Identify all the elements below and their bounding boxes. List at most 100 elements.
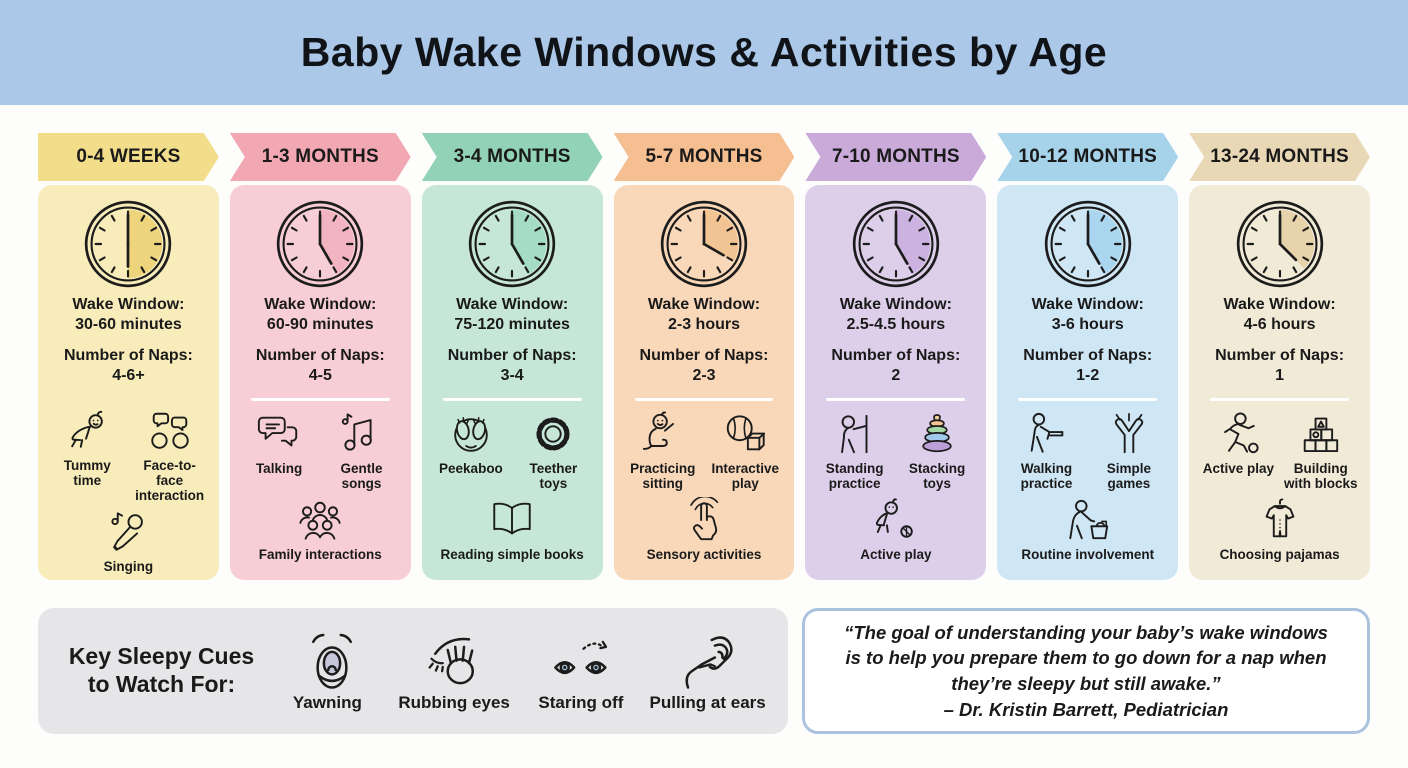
activity-label: Walking practice	[1020, 461, 1073, 492]
page-title: Baby Wake Windows & Activities by Age	[300, 29, 1108, 75]
activities: Talking Gentle songs Family interactions	[238, 405, 403, 562]
age-column-3-4-months: 3-4 MONTHS Wake Window: 75-120 minutes N…	[421, 133, 603, 580]
activity-label: Simple games	[1106, 461, 1152, 492]
clock-icon	[275, 199, 365, 289]
title-banner: Baby Wake Windows & Activities by Age	[0, 0, 1408, 105]
naps-stat: Number of Naps: 4-5	[256, 346, 385, 385]
wake-window-label: Wake Window:	[456, 296, 569, 313]
naps-stat: Number of Naps: 1-2	[1023, 346, 1152, 385]
activity-item: Routine involvement	[1005, 497, 1170, 562]
age-card: Wake Window: 30-60 minutes Number of Nap…	[38, 185, 219, 580]
sleepy-cues-box: Key Sleepy Cues to Watch For: Yawning Ru…	[38, 608, 788, 734]
activity-item: Stacking toys	[896, 411, 978, 491]
age-card: Wake Window: 60-90 minutes Number of Nap…	[229, 185, 411, 580]
stacking-rings-icon	[914, 411, 960, 457]
crawling-baby-icon	[64, 408, 110, 454]
age-columns: 0-4 WEEKS Wake Window: 30-60 minutes Num…	[38, 133, 1371, 580]
pajamas-icon	[1257, 497, 1303, 543]
activities: Active play Building with blocks Choosin…	[1197, 405, 1362, 562]
activity-item: Singing	[46, 509, 211, 574]
wake-window-value: 3-6 hours	[1051, 315, 1124, 333]
activity-label: Active play	[860, 547, 932, 563]
naps-stat: Number of Naps: 3-4	[448, 346, 577, 385]
activity-item: Gentle songs	[320, 411, 402, 491]
rubbing-eyes-icon	[424, 629, 484, 691]
activity-item: Sensory activities	[622, 497, 787, 562]
activity-label: Interactive play	[711, 461, 779, 492]
wake-window-stat: Wake Window: 3-6 hours	[1032, 295, 1144, 334]
activity-item: Choosing pajamas	[1197, 497, 1362, 562]
cue-label: Pulling at ears	[649, 693, 766, 712]
wake-window-value: 75-120 minutes	[454, 315, 570, 333]
wake-window-label: Wake Window:	[1223, 296, 1336, 313]
peekaboo-icon	[448, 411, 494, 457]
wake-window-label: Wake Window:	[839, 296, 952, 313]
cue-item: Pulling at ears	[649, 629, 766, 713]
naps-stat: Number of Naps: 2	[831, 346, 960, 385]
activity-item: Talking	[238, 411, 320, 491]
cue-label: Rubbing eyes	[398, 693, 510, 712]
wake-window-label: Wake Window:	[647, 296, 761, 313]
activity-item: Simple games	[1088, 411, 1170, 491]
wake-window-label: Wake Window:	[1031, 296, 1144, 313]
activity-item: Building with blocks	[1280, 411, 1362, 491]
naps-value: 2-3	[692, 366, 716, 384]
card-divider	[826, 398, 966, 402]
activities: Standing practice Stacking toys Active p…	[813, 405, 978, 562]
age-header: 3-4 MONTHS	[422, 133, 603, 181]
naps-label: Number of Naps:	[831, 347, 961, 365]
activity-label: Practicing sitting	[630, 461, 696, 492]
expert-quote-box: “The goal of understanding your baby’s w…	[802, 608, 1370, 734]
naps-value: 1	[1275, 366, 1285, 384]
wake-window-stat: Wake Window: 60-90 minutes	[264, 295, 376, 334]
quote-attribution: – Dr. Kristin Barrett, Pediatrician	[943, 698, 1229, 720]
age-header: 1-3 MONTHS	[230, 133, 411, 181]
age-header: 0-4 WEEKS	[38, 133, 219, 181]
quote-text: “The goal of understanding your baby’s w…	[844, 621, 1328, 694]
age-column-7-10-months: 7-10 MONTHS Wake Window: 2.5-4.5 hours N…	[805, 133, 987, 580]
age-column-13-24-months: 13-24 MONTHS Wake Window: 4-6 hours Numb…	[1189, 133, 1371, 580]
activity-label: Teether toys	[529, 461, 578, 492]
naps-label: Number of Naps:	[639, 347, 769, 365]
cue-item: Rubbing eyes	[396, 629, 513, 713]
activity-label: Standing practice	[825, 461, 884, 492]
age-column-0-4-weeks: 0-4 WEEKS Wake Window: 30-60 minutes Num…	[38, 133, 219, 580]
wake-window-label: Wake Window:	[264, 296, 377, 313]
wake-window-value: 2-3 hours	[667, 315, 740, 333]
activity-label: Talking	[255, 461, 303, 477]
wake-window-value: 2.5-4.5 hours	[846, 315, 946, 333]
activity-item: Standing practice	[813, 411, 895, 491]
activity-item: Teether toys	[512, 411, 594, 491]
building-blocks-icon	[1298, 411, 1344, 457]
activities: Walking practice Simple games Routine in…	[1005, 405, 1170, 562]
wake-window-stat: Wake Window: 2-3 hours	[648, 295, 760, 334]
card-divider	[442, 398, 582, 402]
naps-value: 4-5	[308, 366, 332, 384]
clock-icon	[1043, 199, 1133, 289]
wake-window-stat: Wake Window: 4-6 hours	[1224, 295, 1336, 334]
ball-and-block-icon	[722, 411, 768, 457]
activities: Practicing sitting Interactive play Sens…	[622, 405, 787, 562]
microphone-icon	[105, 509, 151, 555]
naps-label: Number of Naps:	[1215, 347, 1345, 365]
activity-label: Gentle songs	[340, 461, 383, 492]
naps-label: Number of Naps:	[255, 347, 385, 365]
open-book-icon	[489, 497, 535, 543]
cue-label: Staring off	[538, 693, 624, 712]
crawling-ball-icon	[873, 497, 919, 543]
cue-item: Staring off	[523, 629, 640, 713]
ear-pulling-icon	[678, 629, 738, 691]
age-header: 13-24 MONTHS	[1189, 133, 1370, 181]
activity-label: Stacking toys	[908, 461, 966, 492]
age-card: Wake Window: 4-6 hours Number of Naps: 1…	[1189, 185, 1371, 580]
activity-item: Peekaboo	[430, 411, 512, 491]
activity-item: Interactive play	[704, 411, 786, 491]
activity-item: Reading simple books	[430, 497, 595, 562]
activity-label: Routine involvement	[1021, 547, 1155, 563]
activity-label: Active play	[1202, 461, 1275, 477]
wake-window-stat: Wake Window: 30-60 minutes	[72, 295, 184, 334]
activity-label: Singing	[103, 559, 154, 575]
activity-label: Peekaboo	[439, 461, 503, 477]
activity-item: Practicing sitting	[622, 411, 704, 491]
activity-item: Walking practice	[1005, 411, 1087, 491]
